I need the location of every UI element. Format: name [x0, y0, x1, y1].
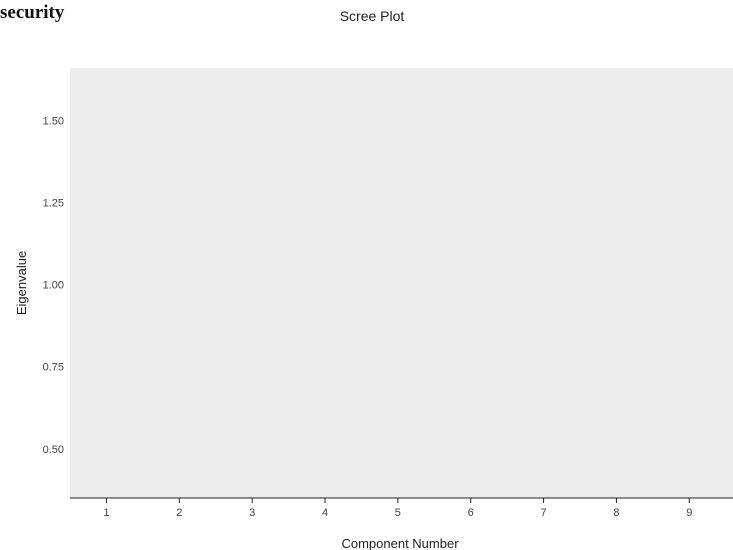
x-tick-label: 3 — [249, 507, 255, 519]
x-tick-label: 8 — [613, 507, 619, 519]
corner-label: security — [0, 2, 65, 23]
y-axis-title: Eigenvalue — [14, 251, 29, 315]
x-tick-label: 9 — [686, 507, 692, 519]
x-tick-label: 1 — [103, 507, 109, 519]
x-tick-label: 5 — [395, 507, 401, 519]
x-axis-title: Component Number — [341, 536, 459, 550]
y-tick-label: 1.25 — [43, 198, 64, 210]
x-tick-label: 4 — [322, 507, 328, 519]
x-tick-label: 7 — [541, 507, 547, 519]
y-tick-label: 0.50 — [43, 444, 64, 456]
x-tick-label: 6 — [468, 507, 474, 519]
chart-title: Scree Plot — [340, 8, 405, 24]
y-tick-label: 1.50 — [43, 116, 64, 128]
x-tick-label: 2 — [176, 507, 182, 519]
y-tick-label: 0.75 — [43, 362, 64, 374]
x-axis: 1 2 3 4 5 6 7 8 9 — [103, 498, 692, 519]
plot-area — [70, 68, 733, 498]
y-tick-label: 1.00 — [43, 280, 64, 292]
y-axis: 0.50 0.75 1.00 1.25 1.50 — [43, 116, 64, 456]
